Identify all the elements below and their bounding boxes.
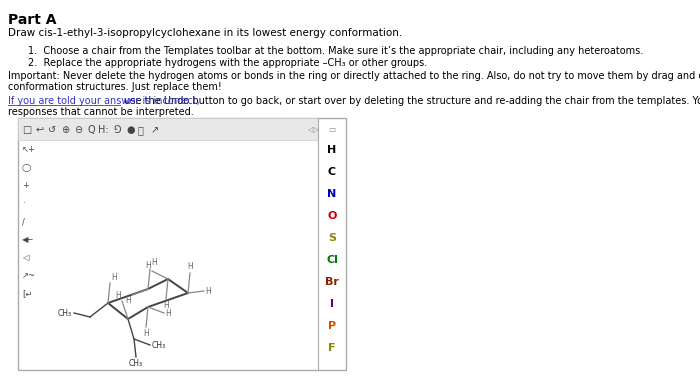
Text: H: H bbox=[328, 145, 337, 155]
Text: N: N bbox=[328, 189, 337, 199]
Text: ·: · bbox=[22, 199, 24, 209]
Text: H: H bbox=[163, 301, 169, 310]
Text: O: O bbox=[328, 211, 337, 221]
Text: H:: H: bbox=[98, 125, 108, 135]
Text: ⓪: ⓪ bbox=[138, 125, 144, 135]
Text: /: / bbox=[22, 217, 25, 227]
Text: ◁: ◁ bbox=[22, 254, 29, 262]
Text: CH₃: CH₃ bbox=[129, 359, 143, 368]
Text: ◀─: ◀─ bbox=[22, 235, 34, 244]
Text: H: H bbox=[151, 258, 157, 267]
Text: Q: Q bbox=[87, 125, 94, 135]
Text: ↖+: ↖+ bbox=[22, 146, 36, 154]
Text: Draw cis-1-ethyl-3-isopropylcyclohexane in its lowest energy conformation.: Draw cis-1-ethyl-3-isopropylcyclohexane … bbox=[8, 28, 402, 38]
Text: use the Undo button to go back, or start over by deleting the structure and re-a: use the Undo button to go back, or start… bbox=[121, 96, 700, 106]
Text: [↵: [↵ bbox=[22, 290, 32, 298]
Text: +: + bbox=[22, 181, 29, 191]
Text: ⅁: ⅁ bbox=[113, 125, 120, 135]
Text: CH₃: CH₃ bbox=[58, 309, 72, 317]
Text: H: H bbox=[187, 262, 193, 271]
Text: 2.  Replace the appropriate hydrogens with the appropriate –CH₃ or other groups.: 2. Replace the appropriate hydrogens wit… bbox=[28, 58, 427, 68]
Text: H: H bbox=[116, 291, 121, 300]
Text: 1.  Choose a chair from the Templates toolbar at the bottom. Make sure it’s the : 1. Choose a chair from the Templates too… bbox=[28, 46, 643, 56]
Text: S: S bbox=[328, 233, 336, 243]
Text: ▭: ▭ bbox=[328, 126, 335, 134]
Bar bbox=[18, 118, 318, 140]
Text: ⊕: ⊕ bbox=[61, 125, 69, 135]
Text: ◁▷: ◁▷ bbox=[308, 126, 320, 134]
Text: H: H bbox=[143, 329, 149, 338]
Text: ◯: ◯ bbox=[22, 163, 32, 173]
Text: Important: Never delete the hydrogen atoms or bonds in the ring or directly atta: Important: Never delete the hydrogen ato… bbox=[8, 71, 700, 81]
Text: ↺: ↺ bbox=[48, 125, 56, 135]
Text: ↩: ↩ bbox=[35, 125, 43, 135]
Text: ↗~: ↗~ bbox=[22, 272, 36, 280]
Text: ⊖: ⊖ bbox=[74, 125, 82, 135]
Text: H: H bbox=[111, 273, 117, 282]
Text: Br: Br bbox=[325, 277, 339, 287]
Text: I: I bbox=[330, 299, 334, 309]
Text: Part A: Part A bbox=[8, 13, 57, 27]
Text: Cl: Cl bbox=[326, 255, 338, 265]
Text: If you are told your answer is incorrect,: If you are told your answer is incorrect… bbox=[8, 96, 199, 106]
Text: F: F bbox=[328, 343, 336, 353]
Text: P: P bbox=[328, 321, 336, 331]
Text: responses that cannot be interpreted.: responses that cannot be interpreted. bbox=[8, 107, 194, 117]
Text: ●: ● bbox=[126, 125, 134, 135]
Text: H: H bbox=[125, 296, 131, 305]
Text: conformation structures. Just replace them!: conformation structures. Just replace th… bbox=[8, 82, 222, 92]
Bar bbox=[18, 118, 346, 370]
Text: H: H bbox=[165, 309, 171, 317]
Text: C: C bbox=[328, 167, 336, 177]
Text: □: □ bbox=[22, 125, 32, 135]
Text: H: H bbox=[205, 286, 211, 296]
Text: CH₃: CH₃ bbox=[152, 340, 166, 350]
Text: ↗: ↗ bbox=[151, 125, 159, 135]
Text: H: H bbox=[146, 261, 151, 270]
